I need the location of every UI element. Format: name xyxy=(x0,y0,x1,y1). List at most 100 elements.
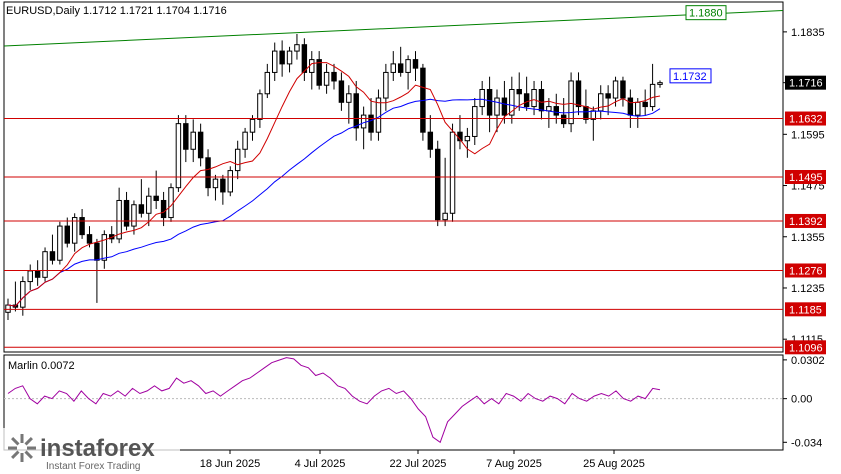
candle-body xyxy=(272,50,278,73)
candle-body xyxy=(264,71,271,95)
candle-body xyxy=(168,187,174,219)
candle-body xyxy=(57,225,63,261)
candle-body xyxy=(116,199,122,240)
candle-body xyxy=(657,82,663,85)
candle-body xyxy=(190,131,196,150)
candle-body xyxy=(531,89,537,108)
candle-body xyxy=(575,80,582,108)
candle-body xyxy=(435,148,441,221)
candle-body xyxy=(79,217,85,236)
candle-body xyxy=(627,97,634,116)
current-price-box xyxy=(785,75,826,90)
candle-body xyxy=(538,89,545,112)
candle-body xyxy=(205,157,211,189)
watermark-brand: instaforex xyxy=(40,435,155,462)
candle-body xyxy=(234,148,241,172)
candle-body xyxy=(5,304,11,313)
candle-body xyxy=(138,204,145,214)
candle-body xyxy=(346,93,352,103)
candle-body xyxy=(472,106,478,137)
candle-body xyxy=(583,106,589,120)
x-tick-label: 18 Jun 2025 xyxy=(200,458,261,470)
moving-average-slow xyxy=(7,98,661,307)
candle-body xyxy=(598,93,604,112)
candle-body xyxy=(49,251,56,261)
candle-body xyxy=(360,114,367,129)
candle-body xyxy=(479,89,485,108)
osc-y-tick-label: 0.0302 xyxy=(791,355,825,367)
candle-body xyxy=(338,80,345,103)
candle-body xyxy=(560,114,567,125)
level-label-box xyxy=(785,340,826,355)
level-label-box xyxy=(785,213,826,228)
trendline-label-box xyxy=(685,5,727,21)
candle-body xyxy=(553,106,559,116)
y-tick-label: 1.1595 xyxy=(791,129,825,141)
candle-body xyxy=(227,170,233,193)
candle-body xyxy=(494,97,500,116)
candle-body xyxy=(442,212,448,221)
candle-body xyxy=(331,71,337,82)
trendline xyxy=(3,10,784,47)
moving-average-fast xyxy=(7,62,661,307)
candle-body xyxy=(20,281,26,308)
candle-body xyxy=(642,101,648,108)
x-tick-label: 4 Jul 2025 xyxy=(295,458,346,470)
candle-body xyxy=(464,135,471,142)
level-label-box xyxy=(785,302,826,317)
candle-body xyxy=(197,131,204,159)
candle-body xyxy=(353,93,359,129)
candle-body xyxy=(301,44,308,73)
trendline-label: 1.1880 xyxy=(689,8,723,20)
level-label: 1.1392 xyxy=(789,216,823,228)
watermark-tagline: Instant Forex Trading xyxy=(46,461,141,472)
candle-body xyxy=(568,80,574,125)
osc-y-tick-label: -0.034 xyxy=(791,437,822,449)
candle-body xyxy=(501,97,508,116)
candle-body xyxy=(368,114,374,133)
candle-body xyxy=(42,251,48,278)
candle-body xyxy=(101,234,108,261)
y-tick-label: 1.1835 xyxy=(791,27,825,39)
candle-body xyxy=(286,50,293,65)
candle-body xyxy=(523,93,530,108)
candle-body xyxy=(153,195,159,201)
x-tick-label: 7 Aug 2025 xyxy=(486,458,542,470)
candle-body xyxy=(131,204,137,227)
marlin-oscillator-line xyxy=(7,357,661,444)
level-label-box xyxy=(785,170,826,184)
candle-body xyxy=(412,59,419,69)
candle-body xyxy=(383,71,389,99)
candle-body xyxy=(123,199,130,227)
level-label: 1.1495 xyxy=(789,172,823,184)
candle-body xyxy=(242,131,248,150)
candle-body xyxy=(64,225,70,244)
candle-body xyxy=(427,131,434,150)
ma-label-box xyxy=(669,68,712,84)
x-tick-label: 22 Jul 2025 xyxy=(390,458,447,470)
candle-body xyxy=(249,118,256,133)
candle-body xyxy=(390,63,396,73)
candle-body xyxy=(175,123,182,189)
y-tick-label: 1.1355 xyxy=(791,232,825,244)
candle-body xyxy=(635,101,641,116)
candle-body xyxy=(605,93,611,99)
candle-body xyxy=(316,59,322,86)
level-label: 1.1096 xyxy=(789,342,823,354)
candle-body xyxy=(516,89,522,95)
candle-body xyxy=(612,80,619,99)
level-label: 1.1276 xyxy=(789,265,823,277)
candle-body xyxy=(183,123,189,150)
oscillator-panel-frame xyxy=(3,354,784,451)
y-tick-label: 1.1235 xyxy=(791,283,825,295)
candle-body xyxy=(220,178,226,193)
candle-body xyxy=(160,199,167,219)
oscillator-title: Marlin 0.0072 xyxy=(8,360,75,372)
current-price-label: 1.1716 xyxy=(789,78,823,90)
candle-body xyxy=(509,89,515,116)
chart-title: EURUSD,Daily 1.1712 1.1721 1.1704 1.1716 xyxy=(6,5,227,17)
osc-y-tick-label: 0.00 xyxy=(791,394,812,406)
candle-body xyxy=(86,234,93,244)
candle-body xyxy=(405,59,411,73)
candle-body xyxy=(323,71,330,86)
